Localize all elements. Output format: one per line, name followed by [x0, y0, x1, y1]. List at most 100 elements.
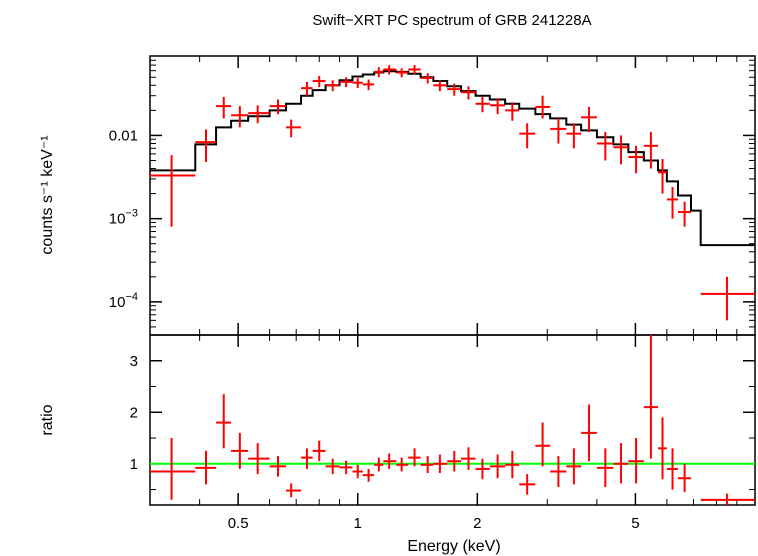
data-point: [396, 457, 409, 472]
data-point: [475, 458, 490, 480]
data-point: [269, 456, 287, 477]
chart-title: Swift−XRT PC spectrum of GRB 241228A: [312, 12, 591, 29]
x-tick-label: 1: [354, 515, 362, 532]
data-point: [339, 460, 353, 475]
data-point: [248, 105, 270, 124]
spectrum-y-axis-label: counts s⁻¹ keV⁻¹: [39, 135, 56, 254]
data-point: [362, 468, 375, 482]
data-point: [581, 404, 597, 462]
data-point: [666, 187, 679, 219]
data-point: [433, 454, 448, 474]
data-point: [408, 448, 421, 467]
data-point: [461, 447, 476, 470]
data-point: [312, 75, 326, 88]
data-point: [195, 450, 217, 485]
x-tick-label: 2: [473, 515, 481, 532]
data-point: [396, 68, 409, 78]
data-point: [383, 453, 397, 469]
data-point: [550, 456, 567, 487]
data-point: [301, 81, 313, 96]
data-point: [678, 463, 691, 493]
data-point: [231, 106, 249, 128]
data-point: [566, 123, 582, 149]
ratio-y-tick-label: 3: [130, 353, 138, 370]
data-point: [613, 135, 629, 165]
x-tick-labels: 0.5 1 2 5: [228, 515, 640, 532]
spectrum-data-points: [150, 65, 755, 321]
x-tick-label: 0.5: [228, 515, 249, 532]
data-point: [519, 474, 536, 495]
data-point: [433, 80, 448, 92]
data-point: [301, 448, 313, 469]
data-point: [666, 448, 679, 490]
spectrum-panel: 10−4 10−3 0.01 counts s⁻¹ keV⁻¹: [39, 55, 756, 336]
data-point: [374, 67, 384, 78]
data-point: [535, 422, 551, 467]
spectrum-y-tick-label: 10−4: [109, 291, 138, 311]
data-point: [420, 456, 434, 474]
ratio-y-tick-label: 1: [130, 456, 138, 473]
data-point: [352, 464, 363, 479]
data-point: [231, 432, 249, 469]
x-tick-label: 5: [631, 515, 639, 532]
data-point: [150, 155, 196, 227]
spectrum-y-tick-label: 0.01: [109, 127, 138, 144]
data-point: [550, 118, 567, 144]
data-point: [420, 73, 434, 84]
data-point: [248, 443, 270, 475]
data-point: [596, 131, 614, 161]
spectrum-plot-frame: [149, 55, 756, 336]
data-point: [447, 83, 462, 96]
data-point: [195, 129, 217, 162]
spectrum-ticks: [149, 55, 755, 336]
data-point: [628, 145, 644, 174]
data-point: [658, 417, 667, 480]
data-point: [269, 99, 287, 115]
data-point: [643, 131, 659, 169]
data-point: [700, 276, 755, 321]
model-curve: [150, 70, 755, 247]
data-point: [643, 335, 659, 459]
data-point: [325, 458, 340, 475]
data-point: [658, 159, 667, 194]
data-point: [352, 77, 363, 89]
data-point: [505, 102, 520, 121]
ratio-y-axis-label: ratio: [39, 404, 56, 435]
ratio-data-points: [150, 335, 755, 505]
spectrum-y-tick-labels: 10−4 10−3 0.01: [109, 127, 138, 310]
data-point: [535, 95, 551, 119]
data-point: [475, 96, 490, 113]
data-point: [150, 438, 196, 500]
data-point: [519, 123, 536, 149]
data-point: [325, 80, 340, 92]
ratio-panel: 1 2 3 ratio: [39, 334, 756, 506]
data-point: [286, 483, 302, 498]
ratio-plot-frame: [149, 334, 756, 506]
data-point: [461, 86, 476, 100]
data-point: [505, 450, 520, 479]
data-point: [362, 79, 375, 91]
ratio-y-tick-label: 2: [130, 404, 138, 421]
data-point: [628, 438, 644, 484]
data-point: [216, 96, 232, 119]
model-step-line: [150, 70, 755, 247]
data-point: [678, 201, 691, 227]
x-axis-label: Energy (keV): [407, 538, 500, 555]
data-point: [566, 448, 582, 485]
data-point: [216, 394, 232, 449]
data-point: [596, 448, 614, 487]
data-point: [700, 493, 755, 505]
spectrum-y-tick-label: 10−3: [109, 208, 138, 228]
data-point: [613, 443, 629, 484]
data-point: [286, 119, 302, 138]
data-point: [312, 440, 326, 462]
data-point: [489, 98, 506, 115]
data-point: [383, 65, 397, 75]
data-point: [408, 65, 421, 75]
data-point: [489, 454, 506, 479]
ratio-y-tick-labels: 1 2 3: [130, 353, 138, 473]
data-point: [339, 77, 353, 88]
data-point: [581, 106, 597, 132]
data-point: [374, 457, 384, 472]
